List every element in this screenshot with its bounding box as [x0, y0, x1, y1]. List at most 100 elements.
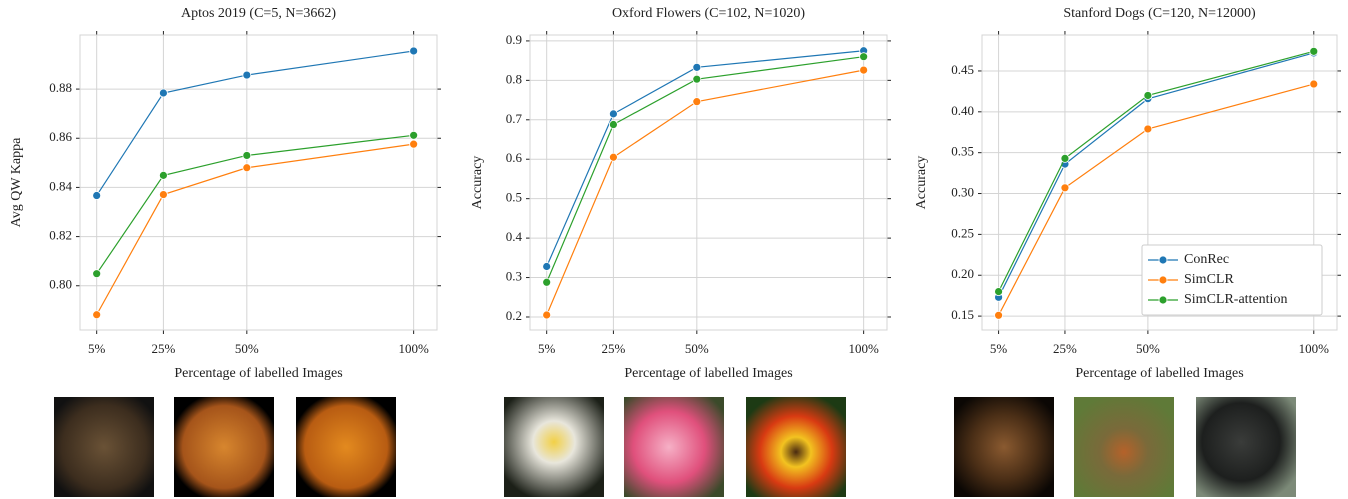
legend-label: ConRec — [1184, 252, 1229, 267]
y-axis-label: Accuracy — [914, 156, 929, 210]
legend-swatch — [1158, 275, 1168, 285]
chart-title: Oxford Flowers (C=102, N=1020) — [612, 6, 805, 21]
point — [1309, 46, 1319, 56]
x-tick-label: 25% — [601, 341, 625, 356]
point — [159, 88, 168, 98]
series-line — [96, 134, 414, 275]
y-tick-label: 0.4 — [506, 229, 523, 244]
series-line — [546, 69, 864, 316]
legend: ConRec SimCLR SimCLR-attention — [1141, 244, 1323, 316]
x-tick-label: 50% — [1136, 341, 1160, 356]
point — [1060, 153, 1070, 163]
series-line — [998, 50, 1314, 292]
x-axis-label: Percentage of labelled Images — [174, 366, 342, 381]
series-line — [96, 143, 414, 316]
point — [692, 74, 702, 84]
point — [859, 65, 869, 75]
y-tick-label: 0.40 — [951, 103, 974, 118]
point — [92, 310, 102, 320]
x-tick-label: 5% — [990, 341, 1008, 356]
y-tick-label: 0.84 — [49, 178, 72, 193]
point — [1060, 183, 1070, 193]
point — [159, 190, 168, 199]
x-tick-label: 5% — [538, 341, 556, 356]
point — [92, 191, 102, 200]
y-tick-label: 0.20 — [951, 266, 974, 281]
point — [1143, 124, 1153, 134]
y-tick-label: 0.82 — [49, 228, 72, 243]
chart-title: Stanford Dogs (C=120, N=12000) — [1063, 6, 1256, 21]
series-line — [546, 50, 864, 267]
sample-image — [54, 397, 154, 497]
x-tick-label: 25% — [1053, 341, 1077, 356]
y-tick-label: 0.88 — [49, 80, 72, 95]
legend-swatch — [1158, 295, 1168, 305]
y-tick-label: 0.3 — [506, 269, 522, 284]
x-axis-label: Percentage of labelled Images — [624, 366, 792, 381]
sample-image — [1196, 397, 1296, 497]
y-tick-label: 0.7 — [506, 111, 523, 126]
chart: Oxford Flowers (C=102, N=1020) Percentage… — [470, 6, 891, 381]
x-tick-label: 100% — [398, 341, 429, 356]
point — [692, 62, 702, 72]
point — [609, 120, 618, 129]
x-tick-label: 5% — [88, 341, 106, 356]
point — [242, 70, 252, 80]
series-line — [546, 56, 864, 283]
sample-image — [504, 397, 604, 497]
point — [609, 109, 618, 119]
legend-box — [1141, 244, 1323, 316]
point — [242, 151, 252, 160]
x-tick-label: 25% — [151, 341, 175, 356]
point — [994, 310, 1003, 320]
y-tick-label: 0.80 — [49, 277, 72, 292]
sample-image — [1074, 397, 1174, 497]
point — [409, 139, 419, 149]
legend-label: SimCLR-attention — [1184, 292, 1287, 307]
x-tick-label: 100% — [848, 341, 879, 356]
point — [159, 170, 168, 180]
sample-image — [746, 397, 846, 497]
point — [409, 130, 419, 140]
y-tick-label: 0.2 — [506, 308, 522, 323]
series-line — [96, 50, 414, 196]
y-axis-label: Accuracy — [470, 156, 485, 210]
plot-frame — [981, 34, 1338, 331]
y-tick-label: 0.5 — [506, 190, 522, 205]
point — [92, 269, 102, 279]
legend-label: SimCLR — [1184, 272, 1234, 287]
point — [1309, 79, 1319, 89]
point — [542, 262, 552, 271]
plot-frame — [79, 34, 438, 331]
x-axis-label: Percentage of labelled Images — [1075, 366, 1243, 381]
series-line — [998, 52, 1314, 298]
x-tick-label: 50% — [685, 341, 709, 356]
chart: Aptos 2019 (C=5, N=3662) Percentage of la… — [9, 6, 441, 381]
point — [409, 46, 419, 56]
point — [1143, 91, 1153, 100]
y-tick-label: 0.9 — [506, 32, 522, 47]
point — [692, 97, 702, 107]
y-tick-label: 0.86 — [49, 129, 72, 144]
y-axis-label: Avg QW Kappa — [9, 137, 24, 227]
point — [542, 310, 552, 320]
x-tick-label: 50% — [235, 341, 259, 356]
legend-swatch — [1158, 255, 1168, 265]
y-tick-label: 0.8 — [506, 71, 522, 86]
y-tick-label: 0.6 — [506, 150, 523, 165]
y-tick-label: 0.45 — [951, 62, 974, 77]
sample-image — [174, 397, 274, 497]
sample-image — [954, 397, 1054, 497]
point — [859, 52, 869, 62]
series-line — [998, 83, 1314, 316]
chart: Stanford Dogs (C=120, N=12000) Percentage… — [914, 6, 1341, 381]
chart-title: Aptos 2019 (C=5, N=3662) — [181, 6, 336, 21]
point — [542, 277, 552, 287]
point — [609, 152, 618, 162]
y-tick-label: 0.35 — [951, 144, 974, 159]
x-tick-label: 100% — [1299, 341, 1330, 356]
sample-images — [54, 397, 1296, 497]
y-tick-label: 0.15 — [951, 307, 974, 322]
sample-image — [624, 397, 724, 497]
y-tick-label: 0.30 — [951, 185, 974, 200]
